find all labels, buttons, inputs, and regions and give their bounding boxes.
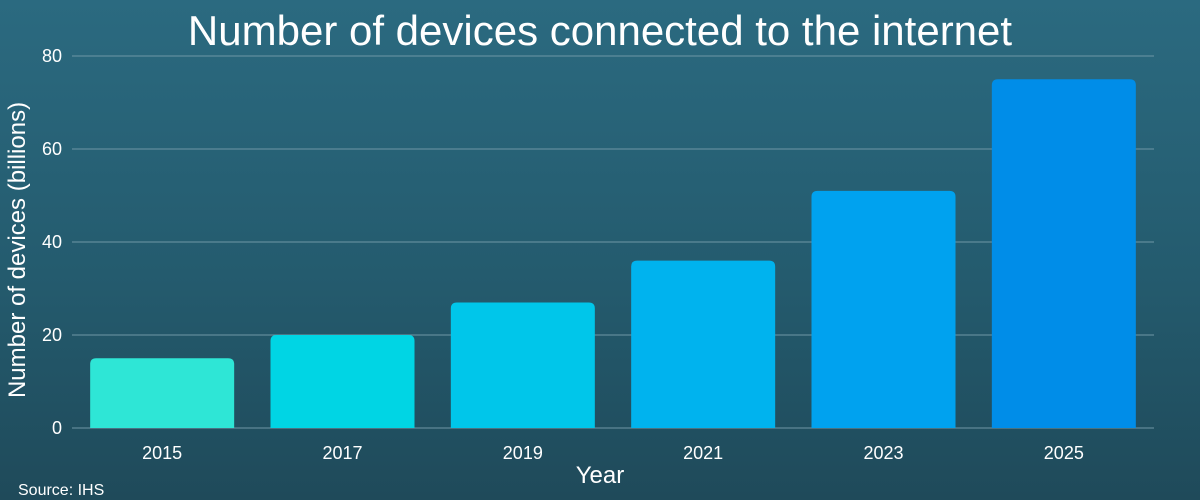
x-tick-label: 2019 bbox=[503, 443, 543, 463]
y-tick-layer: 0 20 40 60 80 bbox=[42, 46, 62, 438]
y-axis-label: Number of devices (billions) bbox=[4, 102, 31, 398]
bar-2023 bbox=[811, 190, 956, 428]
x-tick-label: 2021 bbox=[683, 443, 723, 463]
bar-2019 bbox=[450, 302, 595, 428]
chart-title: Number of devices connected to the inter… bbox=[188, 7, 1012, 54]
x-tick-label: 2023 bbox=[863, 443, 903, 463]
x-tick-label: 2017 bbox=[322, 443, 362, 463]
x-tick-layer: 2015 2017 2019 2021 2023 2025 bbox=[142, 443, 1084, 463]
x-tick-label: 2025 bbox=[1044, 443, 1084, 463]
y-tick-label: 80 bbox=[42, 46, 62, 66]
x-tick-label: 2015 bbox=[142, 443, 182, 463]
y-tick-label: 60 bbox=[42, 139, 62, 159]
grid-layer bbox=[72, 55, 1154, 429]
bar-2017 bbox=[270, 335, 415, 428]
y-tick-label: 0 bbox=[52, 418, 62, 438]
bar-2015 bbox=[90, 358, 235, 428]
y-tick-label: 20 bbox=[42, 325, 62, 345]
bar-layer bbox=[90, 79, 1136, 428]
bar-2025 bbox=[991, 79, 1136, 428]
x-axis-label: Year bbox=[576, 462, 625, 489]
y-tick-label: 40 bbox=[42, 232, 62, 252]
bar-2021 bbox=[631, 260, 776, 428]
source-text: Source: IHS bbox=[18, 482, 104, 499]
